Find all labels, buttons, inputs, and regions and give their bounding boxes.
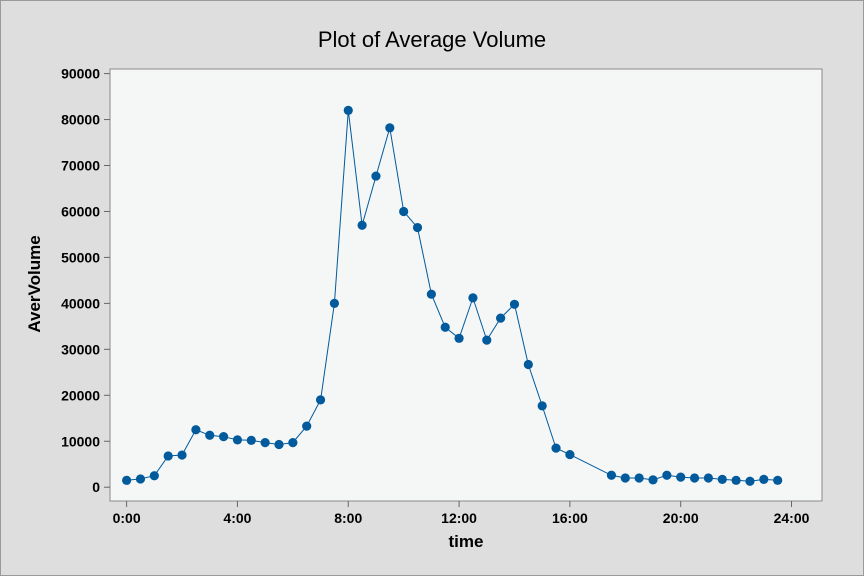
y-tick-label: 50000 <box>61 249 100 265</box>
data-point <box>232 435 243 445</box>
data-point <box>218 432 229 442</box>
y-tick-label: 70000 <box>61 158 100 174</box>
data-point <box>717 474 727 484</box>
data-point <box>731 475 741 485</box>
data-point <box>606 470 617 480</box>
data-point <box>703 473 714 483</box>
x-tick-label: 8:00 <box>334 510 362 526</box>
x-tick-label: 0:00 <box>113 510 141 526</box>
data-point <box>565 449 575 460</box>
data-point <box>676 472 686 482</box>
data-point <box>149 471 159 481</box>
y-axis-label: AverVolume <box>25 235 44 332</box>
x-axis-label: time <box>449 532 484 551</box>
data-point <box>745 476 755 486</box>
data-point <box>343 105 353 115</box>
data-point <box>371 171 381 181</box>
data-point <box>191 425 201 435</box>
y-tick-label: 80000 <box>61 112 100 128</box>
data-point <box>260 438 270 448</box>
chart-title: Plot of Average Volume <box>318 27 546 52</box>
y-tick-label: 60000 <box>61 203 100 219</box>
x-tick-label: 12:00 <box>441 510 477 526</box>
data-point <box>468 293 478 303</box>
data-point <box>523 359 533 370</box>
data-point <box>357 220 367 230</box>
data-point <box>454 333 464 343</box>
y-tick-label: 30000 <box>61 341 100 357</box>
data-point <box>440 322 450 332</box>
data-point <box>773 475 783 485</box>
y-tick-label: 90000 <box>61 66 100 82</box>
plot-area <box>109 68 823 502</box>
data-point <box>302 421 312 431</box>
data-point <box>246 435 256 445</box>
data-point <box>177 450 187 460</box>
data-point <box>759 474 769 484</box>
data-point <box>412 222 423 233</box>
data-point <box>122 475 132 485</box>
y-tick-label: 20000 <box>61 387 100 403</box>
data-point <box>689 473 700 483</box>
y-tick-label: 0 <box>92 479 100 495</box>
data-point <box>205 430 215 440</box>
data-point <box>315 395 326 405</box>
data-point <box>662 470 672 480</box>
data-point <box>551 443 561 453</box>
x-tick-label: 24:00 <box>774 510 810 526</box>
data-point <box>537 401 547 411</box>
x-tick-label: 20:00 <box>663 510 699 526</box>
data-point <box>634 473 644 483</box>
data-point <box>482 335 492 345</box>
data-point <box>329 298 340 308</box>
data-point <box>399 206 409 217</box>
x-tick-label: 4:00 <box>223 510 251 526</box>
data-point <box>135 474 146 484</box>
data-point <box>620 473 630 483</box>
data-point <box>509 299 520 309</box>
y-axis: 0 10000 20000 30000 40000 50000 60000 70000 8000… <box>61 66 110 495</box>
y-tick-label: 10000 <box>61 433 100 449</box>
series-group <box>122 105 783 486</box>
data-point <box>426 289 436 299</box>
data-point <box>648 475 658 485</box>
data-point <box>274 439 284 450</box>
data-point <box>496 313 506 323</box>
x-axis: 0:00 4:00 8:00 12:00 16:00 20:00 24:00 <box>113 501 810 526</box>
data-point <box>163 451 173 461</box>
data-point <box>288 438 298 448</box>
series-line <box>126 110 778 482</box>
data-point <box>385 123 395 133</box>
y-tick-label: 40000 <box>61 295 100 311</box>
x-tick-label: 16:00 <box>552 510 588 526</box>
